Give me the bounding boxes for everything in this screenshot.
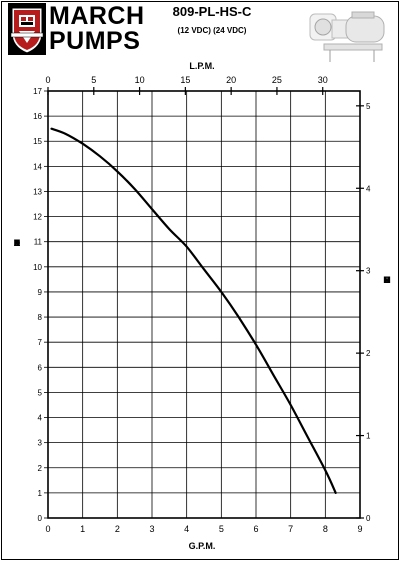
y-tick-label: 5 <box>38 388 43 397</box>
y-tick-label: 15 <box>33 137 42 146</box>
brand-name-pumps: PUMPS <box>49 27 141 55</box>
voltage-rating: (12 VDC) (24 VDC) <box>177 26 247 35</box>
pump-photo-icon <box>309 11 385 62</box>
y2-tick-label: 0 <box>366 514 371 523</box>
x-tick-label: 5 <box>219 524 224 534</box>
y-tick-label: 8 <box>38 313 43 322</box>
x2-tick-label: 15 <box>180 75 190 85</box>
x2-tick-label: 10 <box>135 75 145 85</box>
y2-tick-label: 3 <box>366 267 371 276</box>
x2-tick-label: 5 <box>91 75 96 85</box>
x-tick-label: 2 <box>115 524 120 534</box>
y-tick-label: 12 <box>33 213 42 222</box>
y-tick-label: 17 <box>33 87 42 96</box>
y2-tick-label: 2 <box>366 349 371 358</box>
x-tick-label: 0 <box>45 524 50 534</box>
y-tick-label: 6 <box>38 363 43 372</box>
x2-tick-label: 0 <box>45 75 50 85</box>
march-logo-seal-icon <box>8 3 46 55</box>
x2-tick-label: 20 <box>226 75 236 85</box>
y2-tick-label: 4 <box>366 184 371 193</box>
x2-tick-label: 25 <box>272 75 282 85</box>
x-tick-label: 1 <box>80 524 85 534</box>
plot-frame <box>47 90 361 519</box>
y-tick-label: 1 <box>38 489 43 498</box>
x-tick-label: 8 <box>323 524 328 534</box>
x-tick-label: 3 <box>149 524 154 534</box>
x-tick-label: 9 <box>357 524 362 534</box>
model-number: 809-PL-HS-C <box>172 4 252 19</box>
y-tick-label: 14 <box>33 162 42 171</box>
y-tick-label: 11 <box>34 238 43 247</box>
y-tick-label: 7 <box>38 338 43 347</box>
x-tick-label: 6 <box>253 524 258 534</box>
x-axis-label: G.P.M. <box>189 541 216 551</box>
y2-tick-label: 1 <box>366 432 371 441</box>
x-tick-label: 4 <box>184 524 189 534</box>
y-tick-label: 13 <box>33 187 42 196</box>
y-tick-label: 16 <box>33 112 42 121</box>
y2-tick-label: 5 <box>366 102 371 111</box>
brand-name-march: MARCH <box>49 2 145 30</box>
performance-curve <box>50 127 337 494</box>
x-tick-label: 7 <box>288 524 293 534</box>
y-tick-label: 4 <box>38 414 43 423</box>
y-tick-label: 9 <box>38 288 43 297</box>
x2-tick-label: 30 <box>318 75 328 85</box>
y-tick-label: 10 <box>33 263 42 272</box>
y-tick-label: 3 <box>38 439 43 448</box>
y-tick-label: 0 <box>38 514 43 523</box>
y-tick-label: 2 <box>38 464 43 473</box>
top-axis-label: L.P.M. <box>189 61 214 71</box>
